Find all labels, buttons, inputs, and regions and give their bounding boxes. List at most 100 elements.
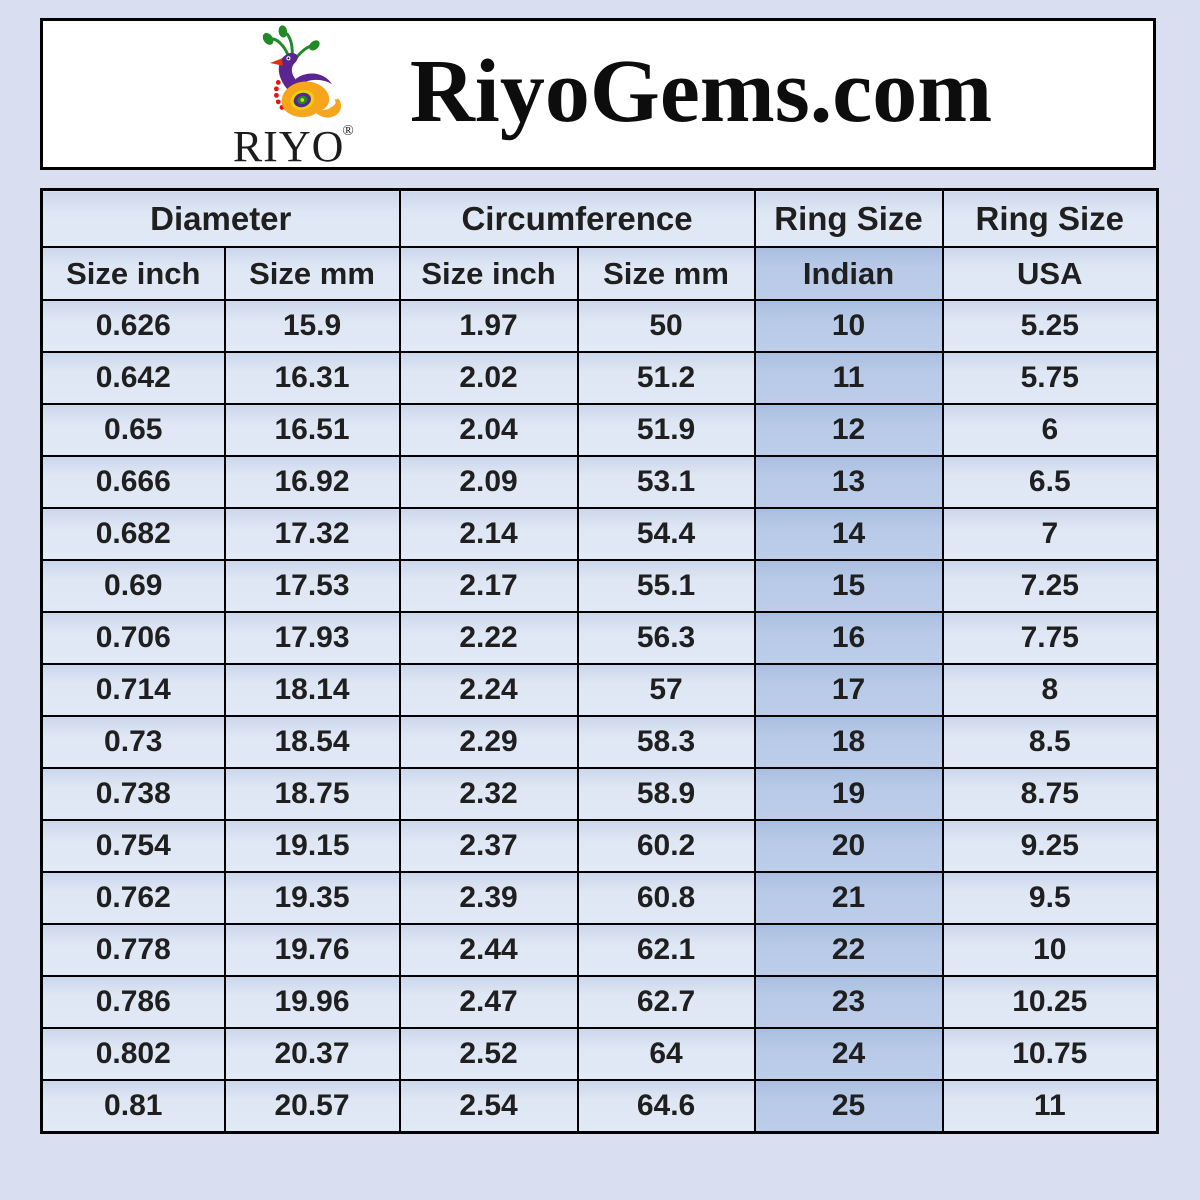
table-cell: 51.2: [576, 351, 756, 405]
peacock-icon: [238, 25, 350, 125]
column-header: Size inch: [40, 246, 226, 301]
table-cell: 8: [941, 663, 1159, 717]
table-cell: 58.9: [576, 767, 756, 821]
table-cell: 2.22: [398, 611, 579, 665]
table-cell: 7.25: [941, 559, 1159, 613]
table-head: Diameter Circumference Ring Size Ring Size S…: [40, 188, 1159, 301]
table-cell: 19: [753, 767, 944, 821]
table-cell: 2.39: [398, 871, 579, 925]
table-cell: 18: [753, 715, 944, 769]
table-row: 0.666 16.92 2.09 53.1 13 6.5: [40, 455, 1159, 509]
table-cell: 2.44: [398, 923, 579, 977]
table-cell: 1.97: [398, 299, 579, 353]
table-cell: 20.37: [223, 1027, 401, 1081]
table-cell: 8.75: [941, 767, 1159, 821]
table-cell: 11: [941, 1079, 1159, 1134]
column-header: Size inch: [398, 246, 579, 301]
table-cell: 60.2: [576, 819, 756, 873]
table-cell: 0.642: [40, 351, 226, 405]
table-cell: 9.5: [941, 871, 1159, 925]
brand-name: RIYO®: [232, 122, 355, 172]
table-row: 0.714 18.14 2.24 57 17 8: [40, 663, 1159, 717]
column-header: Size mm: [576, 246, 756, 301]
table-cell: 20: [753, 819, 944, 873]
table-cell: 2.47: [398, 975, 579, 1029]
table-cell: 2.04: [398, 403, 579, 457]
table-cell: 64: [576, 1027, 756, 1081]
table-row: 0.706 17.93 2.22 56.3 16 7.75: [40, 611, 1159, 665]
table-cell: 19.76: [223, 923, 401, 977]
table-cell: 60.8: [576, 871, 756, 925]
table-cell: 5.75: [941, 351, 1159, 405]
table-cell: 0.802: [40, 1027, 226, 1081]
table-cell: 62.7: [576, 975, 756, 1029]
table-cell: 23: [753, 975, 944, 1029]
table-cell: 2.09: [398, 455, 579, 509]
table-row: 0.778 19.76 2.44 62.1 22 10: [40, 923, 1159, 977]
table-cell: 16.31: [223, 351, 401, 405]
table-cell: 0.73: [40, 715, 226, 769]
table-cell: 2.24: [398, 663, 579, 717]
table-cell: 53.1: [576, 455, 756, 509]
header-banner: RIYO® RiyoGems.com: [40, 18, 1156, 170]
table-cell: 57: [576, 663, 756, 717]
table-cell: 2.52: [398, 1027, 579, 1081]
table-cell: 19.96: [223, 975, 401, 1029]
table-cell: 16.51: [223, 403, 401, 457]
table-cell: 15: [753, 559, 944, 613]
table-cell: 8.5: [941, 715, 1159, 769]
column-group-header: Ring Size: [753, 188, 944, 248]
table-cell: 10.25: [941, 975, 1159, 1029]
table-cell: 6.5: [941, 455, 1159, 509]
table-cell: 15.9: [223, 299, 401, 353]
table-cell: 2.02: [398, 351, 579, 405]
table-cell: 54.4: [576, 507, 756, 561]
table-cell: 64.6: [576, 1079, 756, 1134]
table-cell: 7.75: [941, 611, 1159, 665]
table-cell: 55.1: [576, 559, 756, 613]
table-cell: 19.35: [223, 871, 401, 925]
table-cell: 17.53: [223, 559, 401, 613]
brand-logo: RIYO®: [204, 25, 384, 172]
table-cell: 11: [753, 351, 944, 405]
table-cell: 17.93: [223, 611, 401, 665]
table-cell: 16: [753, 611, 944, 665]
table-cell: 7: [941, 507, 1159, 561]
site-title: RiyoGems.com: [409, 41, 993, 141]
table-cell: 9.25: [941, 819, 1159, 873]
table-row: 0.626 15.9 1.97 50 10 5.25: [40, 299, 1159, 353]
table-cell: 2.54: [398, 1079, 579, 1134]
table-cell: 62.1: [576, 923, 756, 977]
table-cell: 16.92: [223, 455, 401, 509]
table-body: 0.626 15.9 1.97 50 10 5.25 0.642 16.31 2.02 51.2 1…: [40, 299, 1159, 1134]
table-cell: 58.3: [576, 715, 756, 769]
table-cell: 22: [753, 923, 944, 977]
table-cell: 19.15: [223, 819, 401, 873]
table-row: 0.65 16.51 2.04 51.9 12 6: [40, 403, 1159, 457]
table-cell: 51.9: [576, 403, 756, 457]
table-cell: 17.32: [223, 507, 401, 561]
table-cell: 2.29: [398, 715, 579, 769]
table-row: 0.69 17.53 2.17 55.1 15 7.25: [40, 559, 1159, 613]
table-cell: 17: [753, 663, 944, 717]
table-cell: 0.786: [40, 975, 226, 1029]
table-cell: 50: [576, 299, 756, 353]
table-row: 0.682 17.32 2.14 54.4 14 7: [40, 507, 1159, 561]
table-cell: 13: [753, 455, 944, 509]
column-group-header: Ring Size: [941, 188, 1159, 248]
table-cell: 10: [753, 299, 944, 353]
table-cell: 0.626: [40, 299, 226, 353]
table-cell: 5.25: [941, 299, 1159, 353]
table-cell: 18.75: [223, 767, 401, 821]
table-row: 0.754 19.15 2.37 60.2 20 9.25: [40, 819, 1159, 873]
table-cell: 18.54: [223, 715, 401, 769]
registered-mark: ®: [342, 123, 355, 140]
table-cell: 10.75: [941, 1027, 1159, 1081]
table-cell: 25: [753, 1079, 944, 1134]
table-row: 0.73 18.54 2.29 58.3 18 8.5: [40, 715, 1159, 769]
table-cell: 0.714: [40, 663, 226, 717]
table-cell: 2.14: [398, 507, 579, 561]
table-cell: 2.32: [398, 767, 579, 821]
table-row: 0.738 18.75 2.32 58.9 19 8.75: [40, 767, 1159, 821]
column-group-header: Diameter: [40, 188, 401, 248]
